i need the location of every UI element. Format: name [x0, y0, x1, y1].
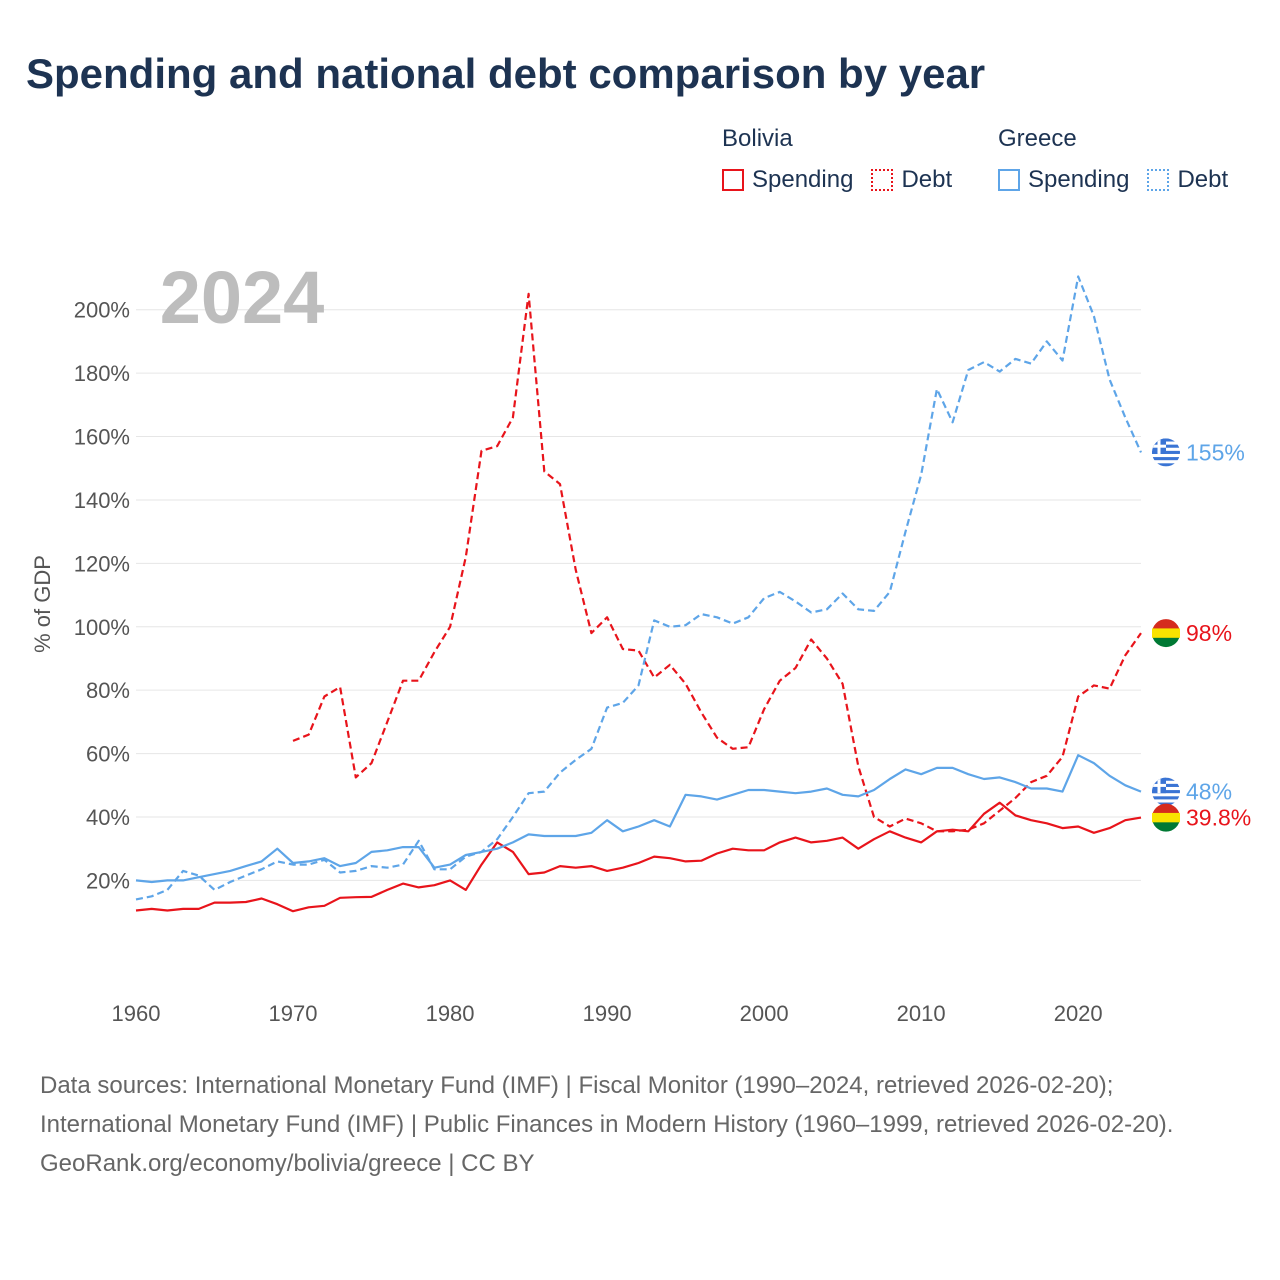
y-tick-label: 140%	[74, 488, 130, 513]
x-tick-label: 1960	[112, 1001, 161, 1026]
legend-label-bolivia-debt: Debt	[901, 166, 953, 193]
end-label-value: 98%	[1186, 620, 1232, 646]
y-tick-label: 160%	[74, 425, 130, 450]
chart-title: Spending and national debt comparison by…	[26, 50, 986, 97]
y-tick-label: 40%	[86, 805, 130, 830]
legend-country-bolivia: Bolivia	[722, 125, 793, 152]
end-label-value: 48%	[1186, 779, 1232, 805]
y-axis-label: % of GDP	[30, 555, 55, 653]
legend-label-greece-spending: Spending	[1028, 166, 1130, 193]
grid-lines	[136, 309, 1141, 881]
series-line-greece-spending[interactable]	[135, 754, 1142, 884]
legend-item-bolivia-debt[interactable]: Debt	[871, 166, 952, 194]
footer: Data sources: International Monetary Fun…	[40, 1066, 1240, 1183]
legend-item-greece-spending[interactable]: Spending	[998, 166, 1129, 194]
x-tick-label: 1990	[583, 1001, 632, 1026]
legend-item-greece-debt[interactable]: Debt	[1147, 166, 1228, 194]
legend-swatch-bolivia-spending	[722, 169, 744, 191]
bolivia-flag-icon	[1152, 803, 1181, 832]
legend-item-bolivia-spending[interactable]: Spending	[722, 166, 853, 194]
chart-plot-area: 2024 20% 40% 60% 80% 100% 120% 140% 160% 180% 200…	[30, 256, 1251, 1026]
greece-flag-icon	[1152, 777, 1180, 806]
end-label-greece-spending: 48%	[1152, 777, 1232, 806]
y-tick-label: 200%	[74, 298, 130, 323]
end-label-value: 39.8%	[1186, 805, 1251, 831]
legend-label-bolivia-spending: Spending	[752, 166, 854, 193]
y-tick-label: 60%	[86, 742, 130, 767]
x-axis-ticks: 1960 1970 1980 1990 2000 2010 2020	[112, 1001, 1103, 1026]
attribution[interactable]: GeoRank.org/economy/bolivia/greece | CC …	[40, 1150, 535, 1177]
y-tick-label: 80%	[86, 678, 130, 703]
data-sources: Data sources: International Monetary Fun…	[40, 1072, 1174, 1138]
end-label-bolivia-debt: 98%	[1152, 619, 1232, 648]
end-label-value: 155%	[1186, 439, 1245, 465]
x-tick-label: 2000	[740, 1001, 789, 1026]
y-axis-ticks: 20% 40% 60% 80% 100% 120% 140% 160% 180% 200%	[74, 298, 130, 894]
greece-flag-icon	[1152, 438, 1180, 467]
legend-swatch-bolivia-debt	[871, 169, 894, 191]
legend-group-bolivia: Bolivia Spending Debt	[722, 124, 970, 194]
series-line-bolivia-debt[interactable]	[292, 292, 1142, 833]
end-label-greece-debt: 155%	[1152, 438, 1245, 467]
legend-country-greece: Greece	[998, 125, 1077, 152]
legend-swatch-greece-debt	[1147, 169, 1170, 191]
end-label-bolivia-spending: 39.8%	[1152, 803, 1251, 832]
x-tick-label: 2020	[1054, 1001, 1103, 1026]
bolivia-flag-icon	[1152, 619, 1181, 648]
legend-label-greece-debt: Debt	[1177, 166, 1229, 193]
legend-swatch-greece-spending	[998, 169, 1020, 191]
series-line-bolivia-spending[interactable]	[135, 801, 1142, 913]
y-tick-label: 20%	[86, 868, 130, 893]
legend-group-greece: Greece Spending Debt	[998, 124, 1246, 194]
y-tick-label: 100%	[74, 615, 130, 640]
x-tick-label: 2010	[897, 1001, 946, 1026]
year-label: 2024	[160, 256, 325, 339]
y-tick-label: 180%	[74, 361, 130, 386]
y-tick-label: 120%	[74, 551, 130, 576]
series-line-greece-debt[interactable]	[135, 275, 1143, 901]
x-tick-label: 1980	[426, 1001, 475, 1026]
series-lines	[135, 275, 1143, 913]
x-tick-label: 1970	[269, 1001, 318, 1026]
end-labels: 155% 98% 48%39.8%	[1152, 438, 1251, 832]
